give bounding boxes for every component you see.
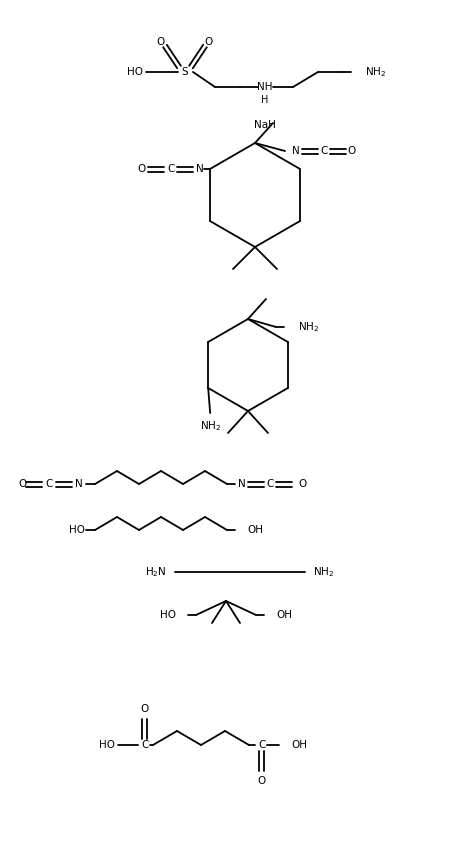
- Text: O: O: [297, 479, 306, 489]
- Text: NH$_2$: NH$_2$: [297, 320, 318, 334]
- Text: N: N: [196, 164, 203, 174]
- Text: OH: OH: [290, 740, 306, 750]
- Text: O: O: [138, 164, 146, 174]
- Text: HO: HO: [127, 67, 143, 77]
- Text: OH: OH: [246, 525, 262, 535]
- Text: O: O: [347, 146, 355, 156]
- Text: O: O: [258, 776, 266, 786]
- Text: HO: HO: [99, 740, 115, 750]
- Text: O: O: [156, 37, 165, 47]
- Text: S: S: [181, 67, 188, 77]
- Text: HO: HO: [160, 610, 175, 620]
- Text: C: C: [320, 146, 327, 156]
- Text: C: C: [266, 479, 273, 489]
- Text: H$_2$N: H$_2$N: [145, 565, 166, 579]
- Text: NH$_2$: NH$_2$: [364, 65, 385, 79]
- Text: NH$_2$: NH$_2$: [312, 565, 333, 579]
- Text: N: N: [75, 479, 83, 489]
- Text: C: C: [167, 164, 174, 174]
- Text: HO: HO: [69, 525, 85, 535]
- Text: O: O: [18, 479, 26, 489]
- Text: NaH: NaH: [253, 120, 275, 130]
- Text: N: N: [238, 479, 245, 489]
- Text: NH: NH: [257, 82, 272, 92]
- Text: OH: OH: [276, 610, 291, 620]
- Text: O: O: [204, 37, 213, 47]
- Text: C: C: [45, 479, 53, 489]
- Text: C: C: [258, 740, 265, 750]
- Text: NH$_2$: NH$_2$: [199, 419, 220, 433]
- Text: O: O: [141, 704, 149, 714]
- Text: C: C: [141, 740, 148, 750]
- Text: N: N: [291, 146, 299, 156]
- Text: H: H: [261, 95, 268, 105]
